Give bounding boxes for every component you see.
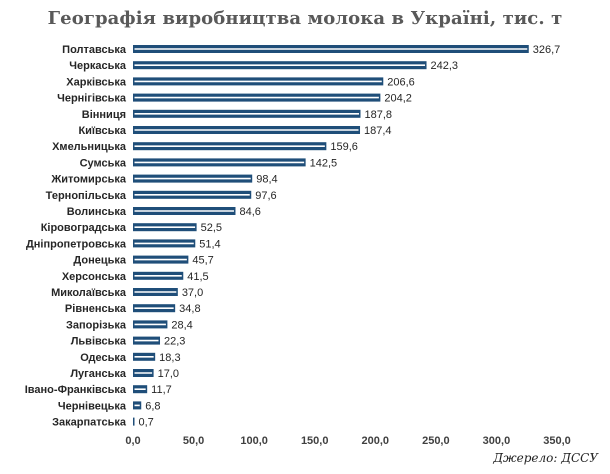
- value-label: 206,6: [387, 76, 415, 88]
- value-label: 11,7: [151, 384, 172, 396]
- value-label: 98,4: [256, 174, 277, 186]
- x-tick-label: 200,0: [362, 435, 390, 447]
- value-label: 28,4: [171, 319, 192, 331]
- x-tick-label: 300,0: [483, 435, 511, 447]
- category-label: Тернопільська: [46, 190, 127, 202]
- category-label: Хмельницька: [52, 141, 127, 153]
- category-label: Львівська: [71, 336, 127, 348]
- category-label: Донецька: [73, 255, 126, 267]
- category-label: Херсонська: [62, 271, 127, 283]
- value-label: 6,8: [145, 400, 160, 412]
- category-label: Луганська: [70, 368, 127, 380]
- category-label: Харківська: [66, 76, 127, 88]
- category-label: Рівненська: [65, 303, 127, 315]
- x-tick-label: 0,0: [125, 435, 140, 447]
- category-label: Кіровоградська: [41, 222, 127, 234]
- category-label: Закарпатська: [52, 417, 127, 429]
- x-tick-label: 250,0: [422, 435, 450, 447]
- value-label: 51,4: [199, 238, 220, 250]
- x-axis-ticks: 0,0 50,0 100,0 150,0 200,0 250,0 300,0 350,0: [125, 435, 570, 447]
- category-label: Волинська: [67, 206, 127, 218]
- x-tick-label: 100,0: [240, 435, 268, 447]
- category-label: Одеська: [80, 352, 127, 364]
- value-label: 17,0: [158, 368, 179, 380]
- category-label: Вінниця: [82, 109, 126, 121]
- value-label: 187,4: [364, 125, 392, 137]
- value-label: 204,2: [384, 93, 412, 105]
- category-label: Сумська: [80, 157, 127, 169]
- category-label: Полтавська: [62, 44, 127, 56]
- value-label: 22,3: [164, 336, 185, 348]
- category-label: Дніпропетровська: [26, 238, 127, 250]
- source-note: Джерело: ДССУ: [493, 451, 598, 465]
- value-label: 242,3: [431, 60, 459, 72]
- category-label: Миколаївська: [51, 287, 127, 299]
- value-labels: 326,7 242,3 206,6 204,2 187,8 187,4 159,6 142,5…: [139, 44, 561, 429]
- category-label: Чернігівська: [57, 93, 127, 105]
- value-label: 0,7: [139, 417, 154, 429]
- category-label: Київська: [78, 125, 126, 137]
- value-label: 41,5: [187, 271, 208, 283]
- category-label: Чернівецька: [58, 400, 127, 412]
- value-label: 326,7: [533, 44, 561, 56]
- value-label: 97,6: [255, 190, 276, 202]
- category-label: Черкаська: [69, 60, 127, 72]
- value-label: 45,7: [192, 255, 213, 267]
- category-label: Івано-Франківська: [25, 384, 127, 396]
- value-label: 52,5: [201, 222, 222, 234]
- chart-title: Географія виробництва молока в Україні, …: [47, 8, 563, 29]
- bars-group: [133, 45, 529, 426]
- value-label: 187,8: [365, 109, 393, 121]
- value-label: 34,8: [179, 303, 200, 315]
- category-label: Житомирська: [50, 174, 127, 186]
- value-label: 37,0: [182, 287, 203, 299]
- value-label: 159,6: [330, 141, 358, 153]
- category-label: Запорізька: [66, 319, 127, 331]
- category-labels: Полтавська Черкаська Харківська Чернігівськ…: [25, 44, 127, 429]
- value-label: 18,3: [159, 352, 180, 364]
- value-label: 84,6: [239, 206, 260, 218]
- value-label: 142,5: [310, 157, 338, 169]
- x-tick-label: 350,0: [543, 435, 571, 447]
- x-tick-label: 50,0: [183, 435, 204, 447]
- x-tick-label: 150,0: [301, 435, 329, 447]
- bar: [133, 417, 135, 426]
